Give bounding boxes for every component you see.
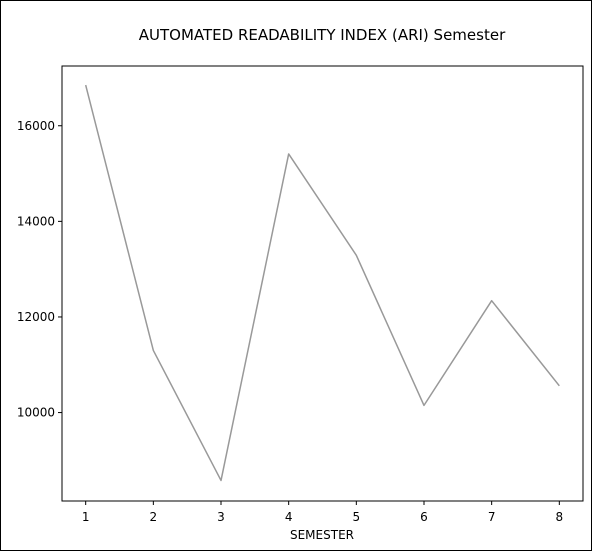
x-tick-label: 5 [353,510,361,524]
plot-area-frame [61,65,584,502]
y-tick-label: 10000 [17,406,55,420]
x-tick-label: 8 [555,510,563,524]
series-line [84,84,560,482]
y-tick-label: 16000 [17,119,55,133]
x-tick-label: 6 [420,510,428,524]
y-tick-label: 12000 [17,310,55,324]
y-tick-label: 14000 [17,214,55,228]
y-axis: 10000 12000 14000 16000 [17,119,62,420]
x-tick-label: 7 [488,510,496,524]
x-axis-label: SEMESTER [290,528,354,542]
x-tick-label: 3 [217,510,225,524]
x-tick-label: 2 [150,510,158,524]
chart-title: AUTOMATED READABILITY INDEX (ARI) Semest… [139,26,506,44]
x-tick-label: 4 [285,510,293,524]
series-layer [84,84,560,482]
x-tick-label: 1 [82,510,90,524]
x-axis: 1 2 3 4 5 6 7 8 [82,501,563,524]
